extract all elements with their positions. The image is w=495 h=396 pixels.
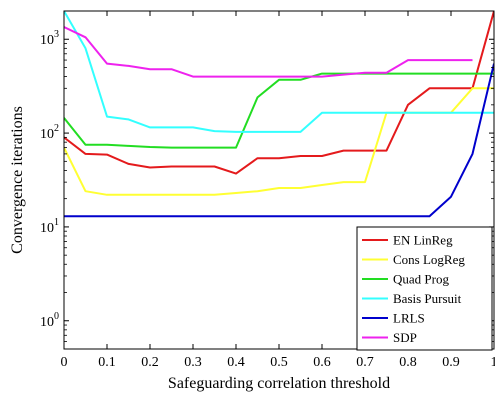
x-tick-label: 0.8: [399, 355, 417, 370]
x-tick-label: 0.2: [141, 355, 159, 370]
series-line-en-linreg: [64, 11, 494, 175]
series-line-quad-prog: [64, 72, 494, 149]
x-tick-label: 0.7: [356, 355, 374, 370]
series-line-cons-logreg: [64, 87, 494, 196]
legend: EN LinReg Cons LogReg Quad Prog Basis Pursu…: [356, 226, 493, 351]
legend-label-cons-logreg: Cons LogReg: [393, 252, 465, 267]
x-tick-label: 0: [61, 355, 68, 370]
y-axis-label: Convergence iterations: [9, 106, 26, 254]
legend-label-lrls: LRLS: [393, 311, 425, 326]
legend-label-quad-prog: Quad Prog: [393, 272, 449, 287]
legend-label-basis-pursuit: Basis Pursuit: [393, 291, 462, 306]
series-line-sdp: [64, 26, 473, 78]
legend-box: [356, 226, 493, 351]
x-tick-label: 0.5: [270, 355, 288, 370]
plot-area: [64, 11, 494, 218]
axes: 0 0.1 0.2 0.3 0.4 0.5 0.6 0.7 0.8 0.9 1 100 101 102 10…: [40, 10, 495, 370]
x-tick-label: 0.4: [227, 355, 245, 370]
y-tick-label: 103: [40, 29, 59, 48]
x-axis-label: Safeguarding correlation threshold: [168, 375, 390, 392]
series-line-lrls: [64, 63, 494, 218]
legend-label-en-linreg: EN LinReg: [393, 233, 453, 248]
x-tick-label: 0.3: [184, 355, 202, 370]
x-tick-label: 0.9: [442, 355, 460, 370]
x-tick-label: 0.1: [98, 355, 116, 370]
series-line-basis-pursuit: [64, 11, 494, 133]
x-tick-label: 0.6: [313, 355, 331, 370]
y-tick-label: 100: [40, 311, 59, 330]
y-tick-label: 102: [40, 123, 59, 142]
x-tick-label: 1: [491, 355, 495, 370]
legend-label-sdp: SDP: [393, 330, 417, 345]
y-tick-label: 101: [40, 217, 59, 236]
